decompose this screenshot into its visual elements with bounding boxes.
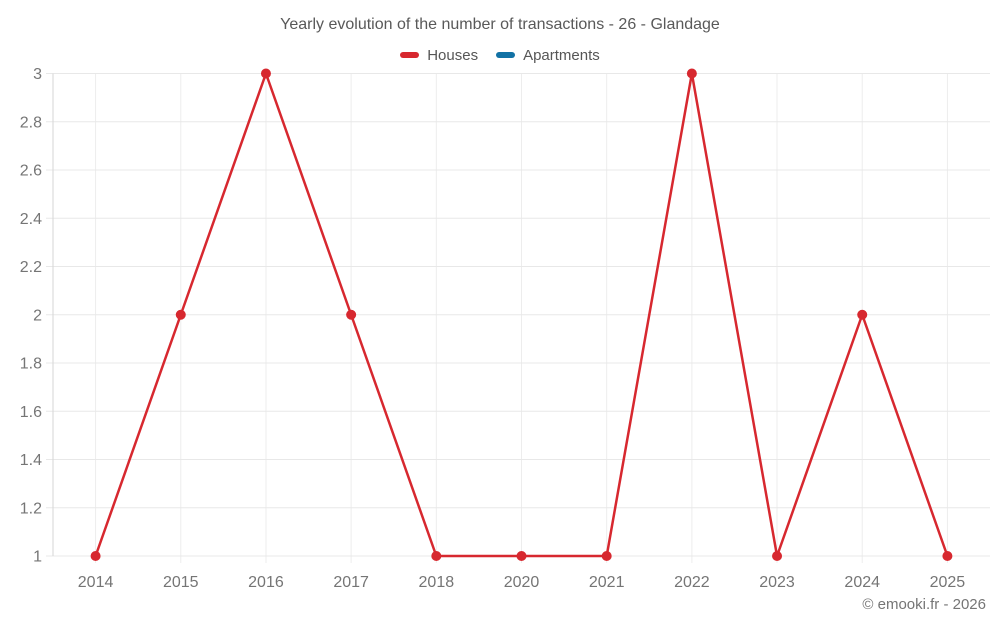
data-point-houses-2021[interactable] [601, 551, 612, 561]
legend-item-houses[interactable]: Houses [400, 47, 478, 64]
data-point-houses-2023[interactable] [772, 551, 783, 561]
data-point-houses-2024[interactable] [857, 309, 868, 320]
watermark: © emooki.fr - 2026 [862, 596, 986, 613]
x-axis-tick-label: 2014 [78, 574, 114, 591]
data-point-houses-2014[interactable] [90, 551, 101, 561]
data-point-houses-2018[interactable] [431, 551, 442, 561]
x-axis-tick-label: 2017 [333, 574, 369, 591]
x-axis-tick-label: 2024 [844, 574, 880, 591]
apartments-series-swatch-icon [496, 52, 516, 58]
data-point-houses-2015[interactable] [175, 309, 186, 320]
y-axis-tick-label: 1.4 [20, 452, 42, 469]
data-point-houses-2017[interactable] [346, 309, 357, 320]
x-axis-tick-label: 2025 [930, 574, 966, 591]
y-axis-tick-label: 2.2 [20, 259, 42, 276]
data-point-houses-2020[interactable] [516, 551, 527, 561]
x-axis-tick-label: 2020 [504, 574, 540, 591]
y-axis-tick-label: 2.4 [20, 211, 42, 228]
x-axis-tick-label: 2022 [674, 574, 710, 591]
legend-item-apartments[interactable]: Apartments [496, 47, 600, 64]
y-axis-tick-label: 1.6 [20, 404, 42, 421]
y-axis-tick-label: 1 [33, 549, 42, 566]
chart-legend: Houses Apartments [0, 45, 1000, 65]
chart-title: Yearly evolution of the number of transa… [280, 16, 720, 33]
x-axis-tick-label: 2021 [589, 574, 625, 591]
legend-label-houses: Houses [427, 46, 479, 64]
legend-label-apartments: Apartments [523, 46, 600, 64]
data-point-houses-2016[interactable] [260, 68, 271, 79]
x-axis-tick-label: 2018 [419, 574, 455, 591]
y-axis-tick-label: 2.8 [20, 114, 42, 131]
y-axis-tick-label: 1.8 [20, 356, 42, 373]
data-point-houses-2025[interactable] [942, 551, 953, 561]
y-axis-tick-label: 2.6 [20, 163, 42, 180]
houses-series-swatch-icon [400, 52, 420, 58]
x-axis-tick-label: 2023 [759, 574, 795, 591]
data-point-houses-2022[interactable] [686, 68, 697, 79]
x-axis-tick-label: 2015 [163, 574, 199, 591]
y-axis-tick-label: 1.2 [20, 500, 42, 517]
x-axis-tick-label: 2016 [248, 574, 284, 591]
y-axis-tick-label: 2 [33, 307, 42, 324]
y-axis-tick-label: 3 [33, 66, 42, 83]
